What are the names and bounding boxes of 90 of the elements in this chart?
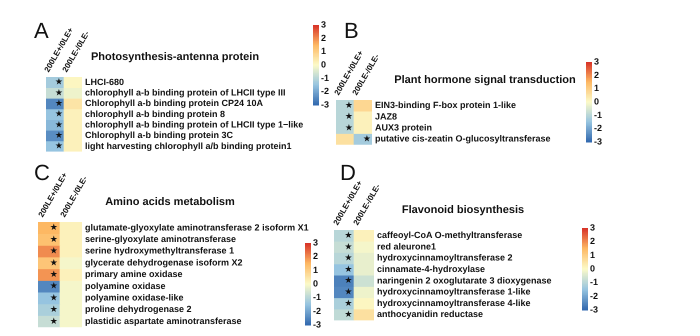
y-tick-label: plastidic aspartate aminotransferase [85, 316, 242, 326]
y-tick-label: Chlorophyll a-b binding protein 3C [85, 130, 234, 140]
y-tick-label: serine-glyoxylate aminotransferase [85, 234, 236, 244]
y-tick-label: chlorophyll a-b binding protein of LHCII type 1−like [85, 119, 304, 130]
y-tick-label: glycerate dehydrogenase isoform X2 [85, 257, 243, 268]
data-label: ★ [344, 264, 352, 275]
color-bar-label: 1 [590, 250, 596, 260]
color-bar-label: 0 [594, 96, 600, 106]
y-tick-label: hydroxycinnamoyltransferase 4-like [377, 298, 531, 308]
y-tick-label: cinnamate-4-hydroxylase [377, 264, 486, 274]
y-tick-label: EIN3-binding F-box protein 1-like [375, 100, 516, 110]
data-label: ★ [50, 270, 58, 280]
y-tick-label: chlorophyll a-b binding protein 8 [85, 108, 225, 119]
y-tick-label: hydroxycinnamoyltransferase 2 [377, 252, 513, 263]
y-tick-label: caffeoyl-CoA O-methyltransferase [377, 230, 522, 240]
y-tick-label: AUX3 protein [375, 122, 432, 132]
data-label: ★ [344, 254, 352, 264]
color-bar-label: 3 [590, 222, 596, 232]
color-bar-label: 0 [313, 278, 318, 288]
y-tick-label: proline dehydrogenase 2 [85, 304, 192, 314]
data-label: ★ [344, 112, 353, 122]
data-label: ★ [54, 110, 63, 120]
data-label: ★ [362, 134, 371, 145]
color-bar-label: 2 [590, 236, 596, 246]
y-tick-label: light harvesting chlorophyll a/b binding protein1 [85, 140, 292, 151]
y-tick-label: LHCI-680 [85, 76, 124, 87]
color-bar-label: -3 [594, 136, 602, 146]
data-label: ★ [50, 246, 58, 257]
color-bar-label: 0 [590, 263, 596, 274]
color-bar-label: 3 [321, 19, 326, 30]
data-label: ★ [344, 230, 352, 241]
y-tick-label: chlorophyll a-b binding protein of LHCII type III [85, 87, 286, 98]
data-label: ★ [344, 276, 352, 286]
data-label: ★ [54, 120, 63, 130]
color-bar-label: -3 [313, 319, 322, 330]
data-label: ★ [50, 282, 58, 292]
y-tick-label: anthocyanidin reductase [377, 309, 484, 320]
data-label: ★ [54, 130, 63, 141]
color-bar-label: 2 [321, 32, 326, 43]
color-bar-label: 3 [594, 56, 600, 66]
color-bar-label: 0 [321, 59, 326, 70]
y-tick-label: polyamine oxidase-like [85, 292, 184, 303]
data-label: ★ [344, 123, 353, 134]
data-label: ★ [344, 298, 352, 309]
data-label: ★ [50, 258, 58, 268]
y-tick-label: hydroxycinnamoyltransferase 1-like [377, 286, 531, 297]
y-tick-label: naringenin 2 oxoglutarate 3 dioxygenase [377, 275, 552, 286]
data-label: ★ [54, 98, 63, 109]
y-tick-label: serine hydroxymethyltransferase 1 [85, 246, 234, 256]
data-label: ★ [50, 293, 58, 304]
data-label: ★ [50, 305, 58, 316]
data-label: ★ [344, 287, 352, 298]
y-tick-label: red aleurone1 [377, 241, 436, 252]
data-label: ★ [344, 242, 352, 252]
color-bar-label: -2 [321, 86, 330, 96]
data-label: ★ [344, 310, 352, 320]
data-label: ★ [54, 78, 63, 88]
color-bar-label: -2 [594, 123, 602, 134]
color-bar-label: -1 [313, 292, 322, 302]
data-label: ★ [54, 142, 63, 152]
color-bar-label: 3 [313, 237, 318, 248]
data-label: ★ [50, 234, 58, 245]
y-tick-label: putative cis-zeatin O-glucosyltransferase [375, 134, 551, 144]
data-label: ★ [50, 223, 58, 234]
color-bar-label: -3 [321, 99, 330, 110]
color-bar-label: 1 [313, 264, 318, 275]
text: Amino acids metabolism [105, 196, 236, 208]
color-bar-label: -2 [313, 306, 322, 316]
y-tick-label: Chlorophyll a-b binding protein CP24 10A [85, 98, 264, 108]
color-bar-label: -3 [590, 304, 598, 314]
color-bar-label: 1 [594, 83, 600, 94]
data-label: ★ [344, 100, 353, 111]
y-tick-label: JAZ8 [375, 111, 398, 122]
text: D [340, 160, 356, 185]
color-bar-label: 1 [321, 46, 326, 56]
color-bar-label: -1 [594, 110, 602, 120]
y-tick-label: polyamine oxidase [85, 280, 166, 291]
text: Flavonoid biosynthesis [402, 204, 524, 216]
color-bar-label: 2 [594, 70, 600, 80]
text: Photosynthesis-antenna protein [90, 51, 260, 64]
color-bar-label: -1 [590, 277, 598, 288]
text: Plant hormone signal transduction [394, 74, 576, 86]
color-bar-label: -1 [321, 72, 330, 83]
text: B [344, 18, 359, 43]
y-tick-label: glutamate-glyoxylate aminotransferase 2 isoform X1 [85, 222, 309, 232]
data-label: ★ [50, 316, 58, 327]
y-tick-label: primary amine oxidase [85, 269, 183, 280]
color-bar-label: -2 [590, 290, 598, 301]
color-bar-label: 2 [313, 251, 318, 262]
data-label: ★ [54, 88, 63, 98]
